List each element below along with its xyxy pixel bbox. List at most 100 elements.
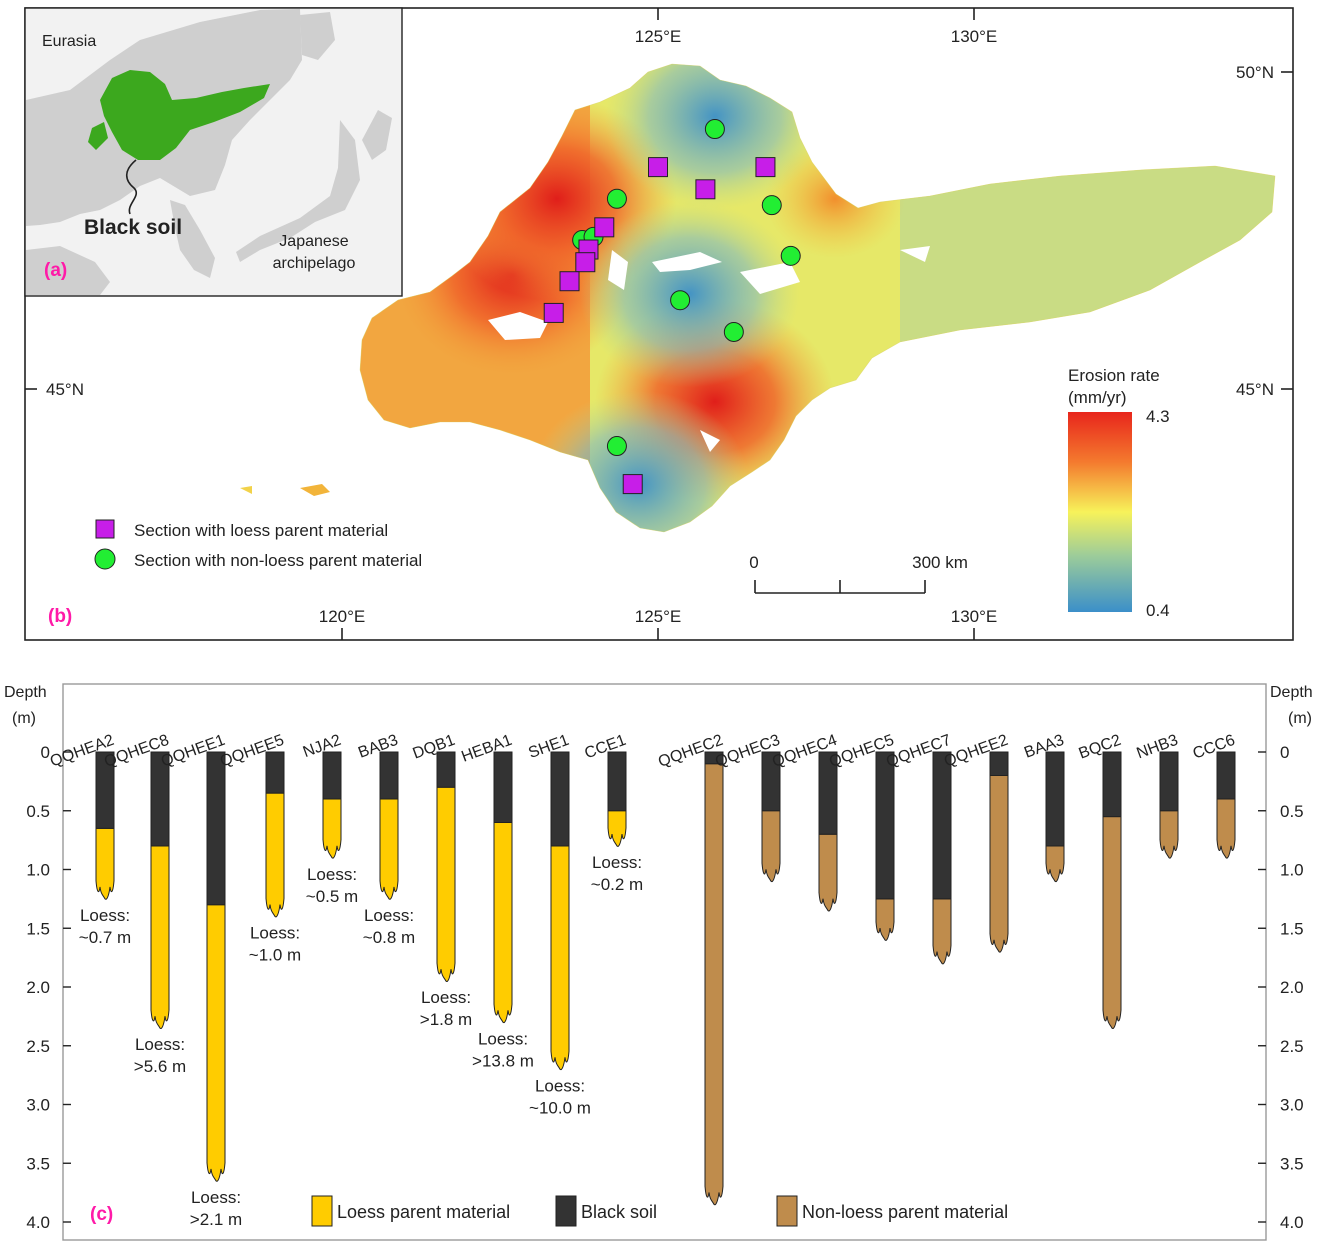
loess-thickness-value: ~1.0 m <box>249 946 301 965</box>
depth-tick-label-right: 2.5 <box>1280 1037 1304 1056</box>
black-soil-segment <box>1216 751 1236 800</box>
erosion-hotspot-low <box>579 200 800 388</box>
non-loess-section-marker[interactable] <box>670 290 691 311</box>
loess-segment <box>265 792 285 918</box>
black-soil-segment <box>379 751 399 800</box>
depth-tick-label-right: 1.0 <box>1280 861 1304 880</box>
loess-segment <box>379 798 399 900</box>
black-soil-segment <box>206 751 226 906</box>
loess-legend-swatch <box>311 1195 333 1227</box>
loess-thickness-value: >13.8 m <box>472 1051 534 1070</box>
loess-thickness-note: Loess: <box>135 1035 185 1054</box>
colorbar-title-line1: Erosion rate <box>1068 366 1160 385</box>
loess-section-marker[interactable] <box>559 271 580 292</box>
depth-tick-label-left: 3.0 <box>26 1096 50 1115</box>
loess-segment <box>550 845 570 1071</box>
non-loess-legend-swatch <box>776 1195 798 1227</box>
loess-section-marker[interactable] <box>648 157 668 178</box>
non-loess-legend-label: Non-loess parent material <box>802 1202 1008 1222</box>
loess-thickness-note: Loess: <box>478 1029 528 1048</box>
inset-black-soil-extent <box>88 70 270 160</box>
lon-tick-label-bottom: 130°E <box>951 607 998 626</box>
depth-tick-label-left: 2.5 <box>26 1037 50 1056</box>
outlier-patch <box>240 486 252 494</box>
loess-section-marker[interactable] <box>695 179 716 200</box>
loess-section-marker[interactable] <box>575 252 596 273</box>
profile-column: CCC6 <box>1191 732 1237 859</box>
depth-tick-label-right: 0.5 <box>1280 802 1304 821</box>
colorbar-ramp <box>1068 412 1132 612</box>
scale-bar <box>754 580 926 594</box>
black-soil-segment <box>818 751 838 835</box>
soil-profile-panel: Depth (m) Depth (m) 0 0 0.5 0.5 1.0 1.0 1.5 1.5… <box>4 683 1313 1241</box>
loess-section-marker[interactable] <box>543 302 564 323</box>
depth-tick-label-left: 0.5 <box>26 802 50 821</box>
loess-segment <box>436 786 456 983</box>
black-soil-legend-label: Black soil <box>581 1202 657 1222</box>
depth-tick-label-left: 0 <box>41 743 50 762</box>
non-loess-segment <box>875 898 895 941</box>
loess-thickness-note: Loess: <box>191 1188 241 1207</box>
lat-tick-label-right: 50°N <box>1236 63 1274 82</box>
loess-section-marker[interactable] <box>594 217 615 238</box>
black-soil-segment <box>704 751 724 765</box>
black-soil-segment <box>875 751 895 900</box>
loess-segment <box>493 822 513 1024</box>
depth-tick-label-right: 4.0 <box>1280 1213 1304 1232</box>
non-loess-segment <box>1216 798 1236 859</box>
non-loess-section-marker[interactable] <box>761 195 782 216</box>
loess-thickness-value: >5.6 m <box>134 1057 186 1076</box>
japan-label-line2: archipelago <box>273 255 356 272</box>
loess-thickness-value: ~0.5 m <box>306 887 358 906</box>
non-loess-section-marker[interactable] <box>606 188 627 209</box>
black-soil-segment <box>932 751 952 900</box>
loess-thickness-note: Loess: <box>421 988 471 1007</box>
loess-section-marker[interactable] <box>622 474 643 495</box>
depth-tick-label-right: 1.5 <box>1280 919 1304 938</box>
depth-tick-label-left: 2.0 <box>26 978 50 997</box>
non-loess-section-marker[interactable] <box>606 436 627 457</box>
depth-tick-label-left: 3.5 <box>26 1154 50 1173</box>
non-loess-segment <box>932 898 952 965</box>
non-loess-segment <box>1045 845 1065 883</box>
loess-thickness-value: >1.8 m <box>420 1010 472 1029</box>
panel-b-label: (b) <box>48 606 72 627</box>
depth-unit-left: (m) <box>12 710 36 727</box>
non-loess-section-marker[interactable] <box>704 119 725 140</box>
non-loess-section-legend-label: Section with non-loess parent material <box>134 551 422 570</box>
non-loess-segment <box>1159 810 1179 859</box>
loess-thickness-note: Loess: <box>80 906 130 925</box>
profile-frame <box>62 683 1267 1241</box>
loess-section-marker[interactable] <box>755 157 776 178</box>
depth-label-right: Depth <box>1270 684 1313 701</box>
map-legend: Section with loess parent material Secti… <box>94 519 422 570</box>
loess-thickness-note: Loess: <box>250 924 300 943</box>
black-soil-segment <box>607 751 627 812</box>
panel-a-label: (a) <box>44 260 67 281</box>
scale-bar-zero-label: 0 <box>749 553 758 572</box>
non-loess-segment <box>818 833 838 912</box>
black-soil-segment <box>1159 751 1179 812</box>
black-soil-segment <box>493 751 513 823</box>
loess-segment <box>607 810 627 847</box>
scale-bar-end-label: 300 km <box>912 553 968 572</box>
loess-segment <box>150 845 170 1030</box>
loess-thickness-note: Loess: <box>364 906 414 925</box>
region-outline <box>359 63 1276 533</box>
lat-tick-label-right: 45°N <box>1236 380 1274 399</box>
lon-tick-label-bottom: 120°E <box>319 607 366 626</box>
non-loess-section-marker[interactable] <box>780 245 801 266</box>
black-soil-legend-swatch <box>555 1195 577 1227</box>
non-loess-section-marker[interactable] <box>723 321 744 342</box>
non-loess-segment <box>704 763 724 1206</box>
loess-segment <box>95 827 115 900</box>
depth-axes: 0 0 0.5 0.5 1.0 1.0 1.5 1.5 2.0 2.0 2.5 2.5 3.0 3.0 3.… <box>26 743 1303 1232</box>
black-soil-segment <box>95 751 115 829</box>
colorbar-title-line2: (mm/yr) <box>1068 388 1127 407</box>
colorbar: Erosion rate (mm/yr) 4.3 0.4 <box>1068 366 1170 620</box>
loess-legend-label: Loess parent material <box>337 1202 510 1222</box>
